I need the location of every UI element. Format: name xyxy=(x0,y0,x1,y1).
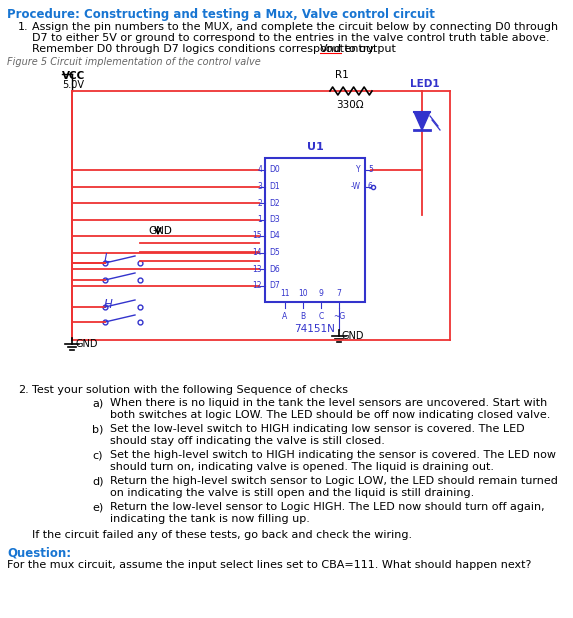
Text: 14: 14 xyxy=(252,248,262,257)
Bar xyxy=(265,158,365,302)
Text: Remember D0 through D7 logics conditions correspond to output: Remember D0 through D7 logics conditions… xyxy=(32,44,399,54)
Text: 13: 13 xyxy=(252,265,262,274)
Text: 74151N: 74151N xyxy=(295,324,335,334)
Text: VCC: VCC xyxy=(62,71,85,81)
Text: d): d) xyxy=(92,476,104,486)
Text: ~G: ~G xyxy=(333,312,345,321)
Text: 10: 10 xyxy=(298,289,308,298)
Text: If the circuit failed any of these tests, go back and check the wiring.: If the circuit failed any of these tests… xyxy=(32,530,412,540)
Text: B: B xyxy=(300,312,305,321)
Text: 11: 11 xyxy=(280,289,290,298)
Text: For the mux circuit, assume the input select lines set to CBA=111. What should h: For the mux circuit, assume the input se… xyxy=(7,560,531,570)
Text: b): b) xyxy=(92,424,103,434)
Text: 2.: 2. xyxy=(18,385,29,395)
Text: GND: GND xyxy=(342,331,364,341)
Text: e): e) xyxy=(92,502,103,512)
Text: a): a) xyxy=(92,398,103,408)
Text: Set the low-level switch to HIGH indicating low sensor is covered. The LED: Set the low-level switch to HIGH indicat… xyxy=(110,424,525,434)
Text: Test your solution with the following Sequence of checks: Test your solution with the following Se… xyxy=(32,385,348,395)
Text: D6: D6 xyxy=(269,265,280,274)
Text: C: C xyxy=(319,312,324,321)
Text: U1: U1 xyxy=(307,142,323,152)
Text: Figure 5 Circuit implementation of the control valve: Figure 5 Circuit implementation of the c… xyxy=(7,57,261,67)
Text: D7 to either 5V or ground to correspond to the entries in the valve control trut: D7 to either 5V or ground to correspond … xyxy=(32,33,550,43)
Text: 1: 1 xyxy=(257,215,262,224)
Text: D7: D7 xyxy=(269,281,280,290)
Text: Return the high-level switch sensor to Logic LOW, the LED should remain turned: Return the high-level switch sensor to L… xyxy=(110,476,558,486)
Text: both switches at logic LOW. The LED should be off now indicating closed valve.: both switches at logic LOW. The LED shou… xyxy=(110,410,551,420)
Text: GND: GND xyxy=(76,339,99,349)
Text: should stay off indicating the valve is still closed.: should stay off indicating the valve is … xyxy=(110,436,385,446)
Text: indicating the tank is now filling up.: indicating the tank is now filling up. xyxy=(110,514,310,524)
Text: D5: D5 xyxy=(269,248,280,257)
Text: L: L xyxy=(104,252,111,265)
Text: When there is no liquid in the tank the level sensors are uncovered. Start with: When there is no liquid in the tank the … xyxy=(110,398,547,408)
Text: Question:: Question: xyxy=(7,546,71,559)
Text: 7: 7 xyxy=(336,289,342,298)
Text: LED1: LED1 xyxy=(410,79,439,89)
Text: Procedure: Constructing and testing a Mux, Valve control circuit: Procedure: Constructing and testing a Mu… xyxy=(7,8,435,21)
Text: 5.0V: 5.0V xyxy=(62,80,84,90)
Text: R1: R1 xyxy=(335,70,349,80)
Text: Vout: Vout xyxy=(320,44,345,54)
Text: Y: Y xyxy=(356,166,361,174)
Text: entry.: entry. xyxy=(341,44,376,54)
Text: 6: 6 xyxy=(368,182,373,191)
Text: c): c) xyxy=(92,450,103,460)
Text: Assign the pin numbers to the MUX, and complete the circuit below by connecting : Assign the pin numbers to the MUX, and c… xyxy=(32,22,558,32)
Text: D2: D2 xyxy=(269,198,280,208)
Text: should turn on, indicating valve is opened. The liquid is draining out.: should turn on, indicating valve is open… xyxy=(110,462,494,472)
Text: D3: D3 xyxy=(269,215,280,224)
Text: D4: D4 xyxy=(269,232,280,240)
Text: 5: 5 xyxy=(368,166,373,174)
Text: 12: 12 xyxy=(253,281,262,290)
Text: 4: 4 xyxy=(257,166,262,174)
Text: D0: D0 xyxy=(269,166,280,174)
Text: D1: D1 xyxy=(269,182,280,191)
Text: 2: 2 xyxy=(257,198,262,208)
Text: 9: 9 xyxy=(319,289,323,298)
Text: -W: -W xyxy=(351,182,361,191)
Text: Return the low-level sensor to Logic HIGH. The LED now should turn off again,: Return the low-level sensor to Logic HIG… xyxy=(110,502,544,512)
Text: 3: 3 xyxy=(257,182,262,191)
Polygon shape xyxy=(414,112,430,130)
Text: 330Ω: 330Ω xyxy=(336,100,364,110)
Text: A: A xyxy=(282,312,288,321)
Text: H: H xyxy=(104,298,113,311)
Text: on indicating the valve is still open and the liquid is still draining.: on indicating the valve is still open an… xyxy=(110,488,474,498)
Text: 15: 15 xyxy=(252,232,262,240)
Text: Set the high-level switch to HIGH indicating the sensor is covered. The LED now: Set the high-level switch to HIGH indica… xyxy=(110,450,556,460)
Text: 1.: 1. xyxy=(18,22,29,32)
Text: GND: GND xyxy=(148,226,172,236)
